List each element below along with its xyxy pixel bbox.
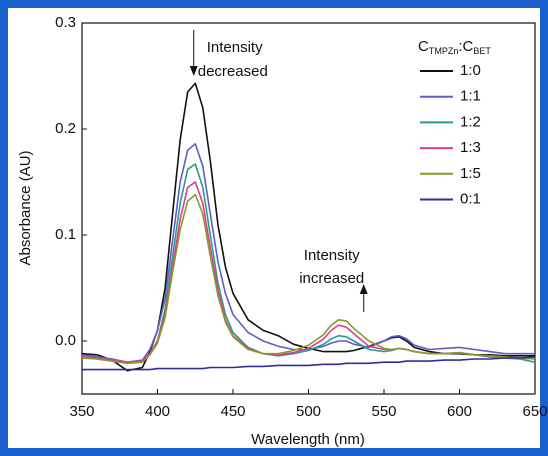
y-tick-label: 0.3: [55, 14, 76, 31]
x-tick-label: 350: [69, 403, 94, 420]
legend-title-subscript: TMPZn: [429, 46, 459, 56]
y-tick-label: 0.0: [55, 332, 76, 349]
legend-title: CTMPZn:CBET: [418, 38, 491, 56]
x-axis-label: Wavelength (nm): [251, 431, 365, 448]
legend-label: 1:0: [460, 62, 481, 79]
legend-label: 0:1: [460, 190, 481, 207]
x-tick-label: 500: [296, 403, 321, 420]
legend-label: 1:3: [460, 139, 481, 156]
annotation-text: Intensity: [207, 39, 263, 56]
legend-label: 1:2: [460, 113, 481, 130]
annotation-text: increased: [299, 270, 364, 287]
legend-title-text: C: [418, 38, 429, 55]
legend-label: 1:1: [460, 88, 481, 105]
legend-title-text: :C: [458, 38, 473, 55]
annotation-arrowhead: [189, 66, 198, 76]
legend-label: 1:5: [460, 165, 481, 182]
annotation-text: decreased: [198, 63, 268, 80]
x-tick-label: 600: [447, 403, 472, 420]
series-line: [81, 82, 535, 372]
y-axis-label: Absorbance (AU): [17, 150, 34, 265]
y-tick-label: 0.2: [55, 120, 76, 137]
series-line: [82, 356, 536, 371]
annotation-text: Intensity: [304, 247, 360, 264]
series-line: [81, 193, 536, 365]
x-tick-label: 400: [145, 403, 170, 420]
y-tick-label: 0.1: [55, 226, 76, 243]
legend-title-subscript: BET: [473, 46, 491, 56]
series-line: [81, 143, 535, 363]
x-tick-label: 450: [220, 403, 245, 420]
annotation-arrowhead: [359, 284, 368, 294]
x-tick-label: 550: [371, 403, 396, 420]
x-tick-label: 650: [522, 403, 547, 420]
